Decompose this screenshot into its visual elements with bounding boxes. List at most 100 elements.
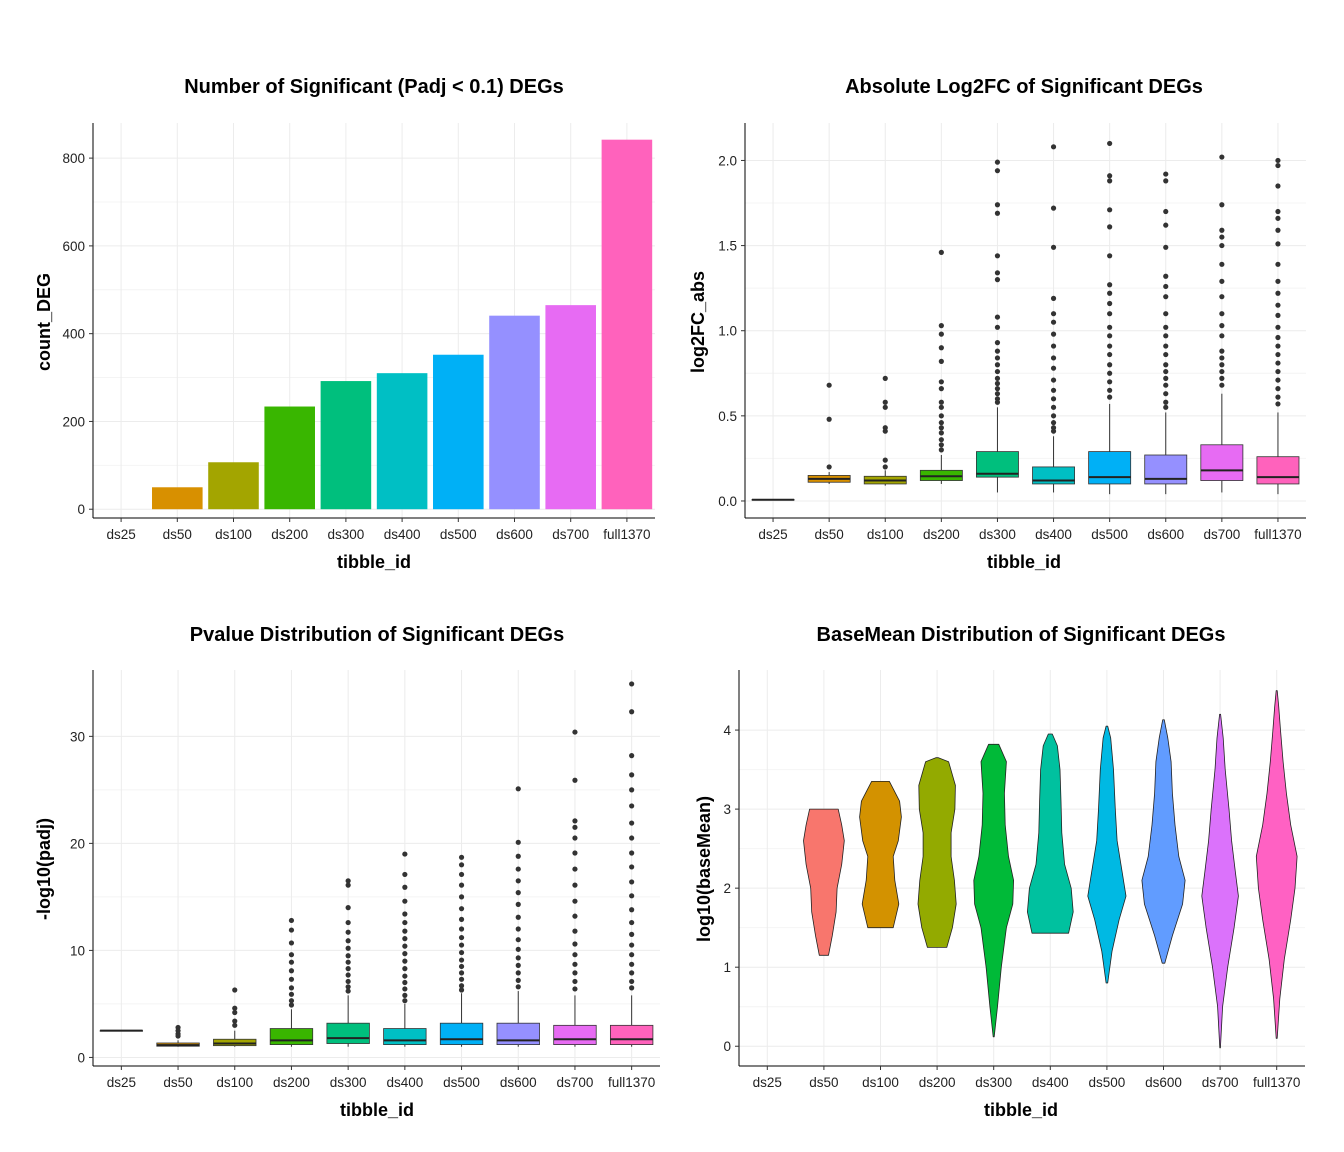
- outlier-point: [1275, 401, 1281, 407]
- outlier-point: [572, 729, 578, 735]
- box-body: [553, 1024, 597, 1045]
- box-body: [1256, 456, 1300, 485]
- outlier-point: [572, 777, 578, 783]
- box-ds400: [1032, 144, 1075, 493]
- outlier-point: [458, 882, 465, 888]
- outlier-point: [458, 987, 465, 993]
- outlier-point: [1219, 227, 1225, 233]
- outlier-point: [1107, 290, 1113, 296]
- outlier-point: [458, 916, 465, 922]
- y-axis-label: log10(baseMean): [694, 796, 714, 942]
- outlier-point: [1275, 183, 1281, 189]
- outlier-point: [994, 375, 1001, 381]
- outlier-point: [402, 966, 408, 972]
- outlier-point: [882, 375, 888, 381]
- outlier-point: [572, 866, 578, 872]
- box-ds600: [1144, 171, 1188, 495]
- violin-ds50: [803, 808, 845, 956]
- x-tick-label: ds700: [1203, 527, 1240, 542]
- outlier-point: [175, 1033, 181, 1039]
- box-full1370: [1256, 157, 1300, 495]
- outlier-point: [458, 957, 465, 963]
- outlier-point: [826, 382, 832, 388]
- outlier-point: [629, 864, 635, 870]
- outlier-point: [515, 937, 521, 943]
- outlier-point: [938, 437, 944, 443]
- outlier-point: [1163, 362, 1169, 368]
- outlier-point: [515, 984, 521, 990]
- outlier-point: [345, 929, 351, 935]
- outlier-point: [994, 159, 1001, 165]
- outlier-point: [1275, 157, 1281, 164]
- outlier-point: [1107, 324, 1113, 330]
- outlier-point: [629, 961, 635, 967]
- outlier-point: [938, 386, 944, 392]
- outlier-point: [1219, 242, 1225, 249]
- outlier-point: [1050, 295, 1057, 301]
- bar-full1370: [601, 139, 653, 510]
- x-tick-label: ds100: [867, 527, 904, 542]
- x-axis-label: tibble_id: [340, 1100, 414, 1120]
- outlier-point: [515, 946, 521, 952]
- box-ds25: [751, 498, 795, 501]
- outlier-point: [515, 914, 521, 920]
- violin-ds600: [1141, 719, 1186, 964]
- outlier-point: [1219, 368, 1225, 375]
- outlier-point: [402, 973, 408, 979]
- outlier-point: [994, 380, 1001, 387]
- outlier-point: [994, 391, 1001, 397]
- outlier-point: [629, 850, 635, 856]
- outlier-point: [1219, 311, 1225, 317]
- box-ds100: [863, 375, 907, 486]
- y-tick-label: 2.0: [718, 153, 737, 168]
- y-tick-label: 0: [77, 502, 85, 517]
- violin-ds300: [973, 743, 1014, 1038]
- outlier-point: [1219, 382, 1225, 388]
- outlier-point: [629, 753, 635, 759]
- y-tick-label: 3: [723, 802, 731, 817]
- bar-ds300: [320, 381, 372, 510]
- violin-ds200: [917, 757, 957, 948]
- x-tick-label: full1370: [603, 527, 650, 542]
- box-ds300: [976, 159, 1019, 493]
- x-tick-label: ds100: [216, 1075, 253, 1090]
- box-body: [269, 1028, 314, 1045]
- outlier-point: [345, 988, 351, 994]
- outlier-point: [629, 709, 635, 715]
- outlier-point: [1107, 370, 1113, 376]
- outlier-point: [458, 976, 465, 982]
- outlier-point: [1163, 324, 1169, 330]
- x-tick-label: ds600: [1147, 527, 1184, 542]
- y-axis-label: count_DEG: [34, 273, 54, 371]
- outlier-point: [402, 898, 408, 904]
- x-tick-label: ds600: [1145, 1075, 1182, 1090]
- outlier-point: [994, 348, 1001, 354]
- outlier-point: [288, 985, 295, 991]
- outlier-point: [1275, 368, 1281, 375]
- outlier-point: [458, 949, 465, 956]
- outlier-point: [458, 871, 465, 878]
- y-tick-label: 1: [723, 960, 731, 975]
- box-body: [609, 1024, 654, 1045]
- y-tick-label: 0.5: [718, 409, 737, 424]
- x-axis-label: tibble_id: [984, 1100, 1058, 1120]
- outlier-point: [1275, 162, 1281, 169]
- y-tick-label: 20: [70, 836, 85, 851]
- outlier-point: [515, 786, 521, 792]
- panel-deg-count: Number of Significant (Padj < 0.1) DEGs …: [34, 76, 655, 572]
- plot-area: 0 10 20 30 ds25 ds50 ds100 ds200 ds300 ds400 ds500…: [70, 670, 660, 1090]
- outlier-point: [1050, 396, 1057, 402]
- x-tick-label: ds50: [815, 527, 844, 542]
- outlier-point: [1107, 300, 1113, 307]
- outlier-point: [515, 955, 521, 961]
- outlier-point: [994, 202, 1001, 208]
- bar-ds600: [489, 315, 540, 510]
- outlier-point: [1219, 294, 1225, 300]
- outlier-point: [402, 871, 408, 878]
- outlier-point: [994, 368, 1001, 375]
- outlier-point: [572, 913, 578, 919]
- bar-ds200: [264, 406, 315, 510]
- outlier-point: [629, 942, 635, 948]
- outlier-point: [1107, 387, 1113, 393]
- outlier-point: [458, 894, 465, 900]
